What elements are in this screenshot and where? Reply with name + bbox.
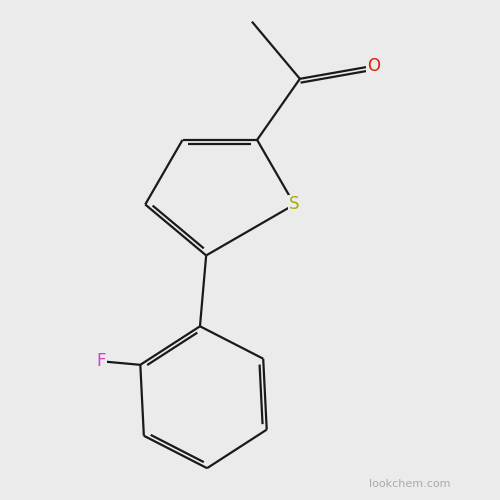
Text: S: S bbox=[289, 196, 300, 214]
Text: lookchem.com: lookchem.com bbox=[369, 478, 450, 488]
Text: O: O bbox=[367, 57, 380, 75]
Text: F: F bbox=[96, 352, 106, 370]
